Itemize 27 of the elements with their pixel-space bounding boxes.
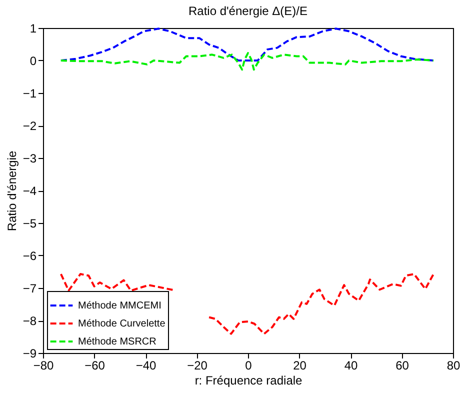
x-axis-title: r: Fréquence radiale	[194, 374, 303, 388]
y-axis-title: Ratio d'énergie	[4, 150, 19, 232]
y-tick-label: 1	[30, 22, 37, 36]
x-tick-label: −60	[84, 358, 106, 372]
x-tick-label: 40	[344, 358, 358, 372]
y-tick-label: −1	[22, 86, 37, 100]
x-tick-label: 60	[396, 358, 410, 372]
y-tick-label: −5	[22, 216, 37, 230]
y-tick-label: −3	[22, 152, 37, 166]
y-tick-label: −4	[22, 184, 37, 198]
line-series	[60, 52, 435, 71]
legend-label: Méthode Curvelette	[78, 318, 166, 330]
x-tick-label: −20	[187, 358, 208, 372]
y-tick-label: −7	[22, 282, 37, 296]
y-tick-label: −6	[22, 249, 37, 263]
x-tick-label: −40	[136, 358, 156, 372]
chart-title: Ratio d'énergie Δ(E)/E	[188, 4, 308, 18]
y-tick-label: −9	[22, 346, 37, 360]
legend-label: Méthode MSRCR	[78, 336, 156, 348]
y-tick-label: −2	[22, 119, 37, 133]
y-tick-label: −8	[22, 314, 37, 328]
x-tick-label: 20	[293, 358, 307, 372]
legend-label: Méthode MMCEMI	[78, 300, 162, 312]
x-tick-label: −80	[33, 358, 54, 372]
x-tick-label: 80	[446, 358, 460, 372]
x-tick-label: 0	[245, 358, 252, 372]
y-tick-label: 0	[30, 54, 37, 68]
